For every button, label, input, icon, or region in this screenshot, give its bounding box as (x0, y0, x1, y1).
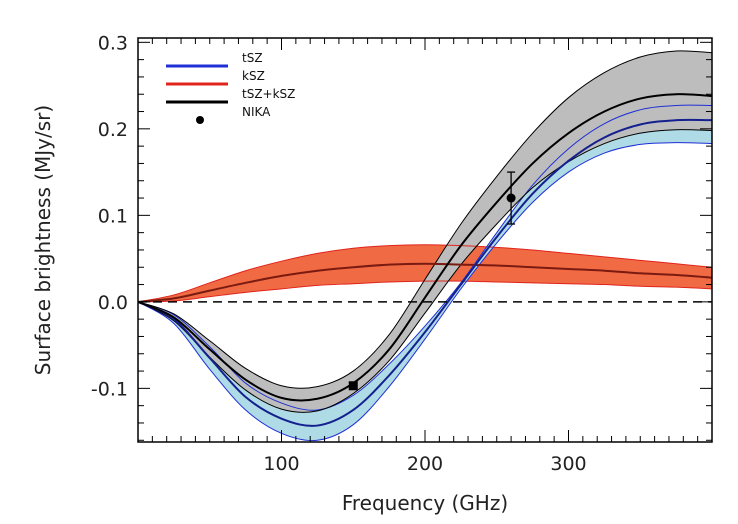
band-edge-lower-tsz-plus-ksz (138, 129, 712, 413)
nika-point-1 (506, 193, 516, 203)
uncertainty-bands (138, 50, 712, 441)
band-edge-upper-ksz (138, 244, 712, 303)
x-tick-label: 300 (550, 453, 586, 475)
y-tick-label: 0.1 (98, 205, 128, 227)
axes (137, 37, 713, 443)
series-lines (138, 50, 712, 442)
legend-label: tSZ (242, 51, 263, 65)
legend-marker-nika (196, 116, 204, 124)
band-edge-upper-tsz-plus-ksz (138, 50, 712, 389)
y-tick-label: -0.1 (91, 378, 128, 400)
band-ksz (138, 244, 712, 302)
legend: tSZ kSZ tSZ+kSZ NIKA (166, 51, 295, 124)
x-tick-label: 100 (263, 453, 299, 475)
tick-labels: 100 200 300 -0.1 0.0 0.1 0.2 0.3 (91, 32, 587, 475)
band-edge-lower-ksz (138, 280, 712, 303)
band-tsz-plus-ksz (138, 50, 712, 413)
band-edge-lower-tsz (138, 142, 712, 442)
band-edge-upper-tsz (138, 104, 712, 411)
nika-points (348, 171, 516, 391)
y-tick-label: 0.0 (98, 292, 128, 314)
y-tick-label: 0.3 (98, 32, 128, 54)
line-ksz (138, 262, 712, 303)
legend-label: NIKA (242, 105, 271, 119)
legend-label: kSZ (242, 69, 265, 83)
x-axis-title: Frequency (GHz) (342, 491, 508, 515)
y-axis-title: Surface brightness (MJy/sr) (31, 105, 55, 375)
line-tsz (138, 118, 712, 427)
line-tsz-plus-ksz (138, 93, 712, 402)
legend-label: tSZ+kSZ (242, 87, 295, 101)
x-tick-label: 200 (407, 453, 443, 475)
nika-point-0 (348, 381, 358, 391)
band-tsz (138, 105, 712, 441)
y-tick-label: 0.2 (98, 119, 128, 141)
